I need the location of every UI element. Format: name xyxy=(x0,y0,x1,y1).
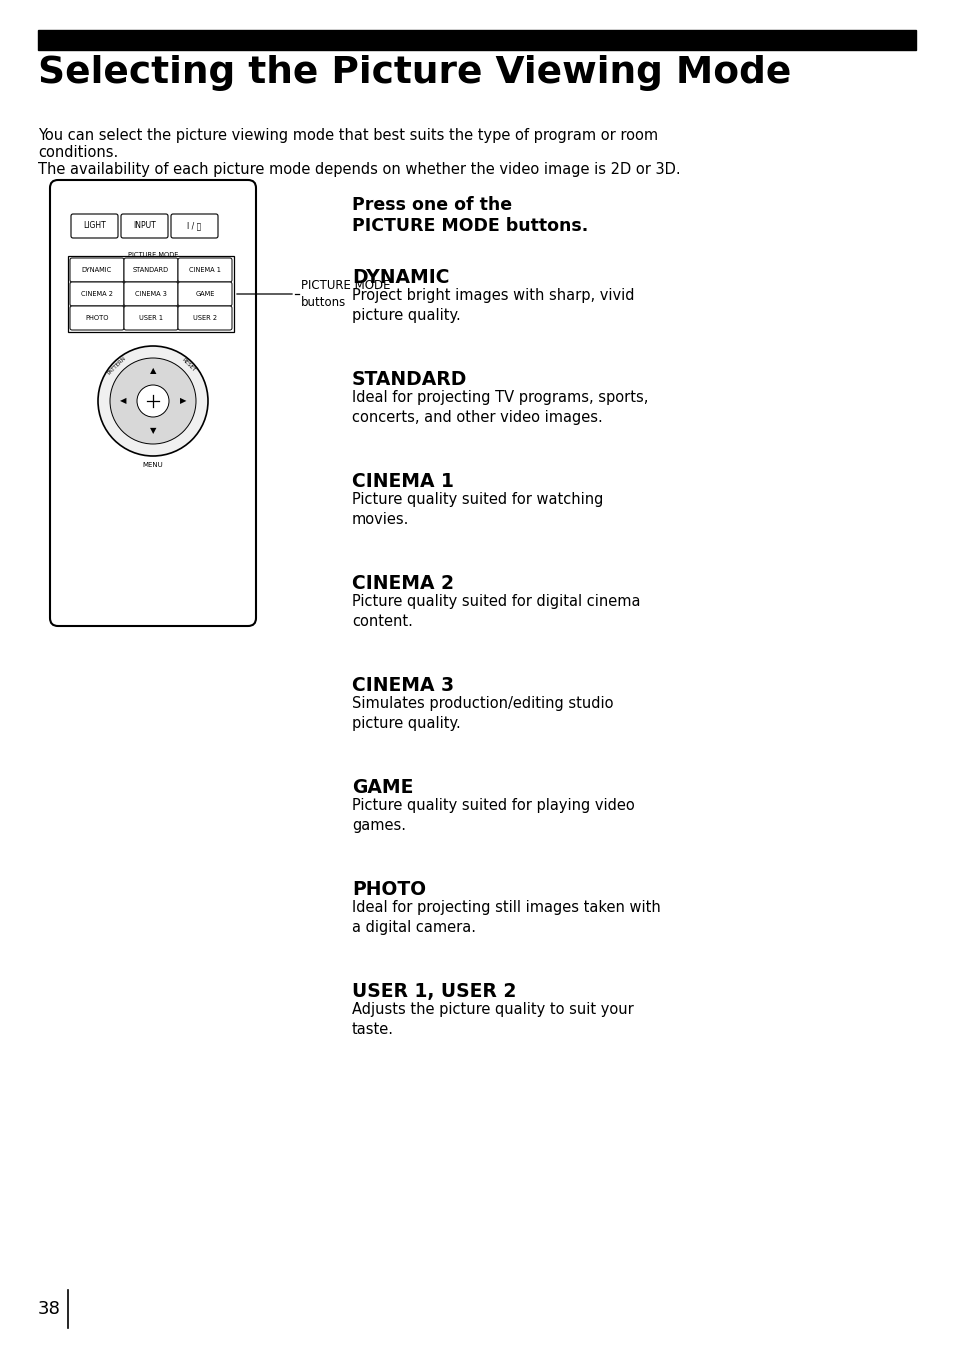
FancyBboxPatch shape xyxy=(124,283,178,306)
FancyBboxPatch shape xyxy=(178,283,232,306)
FancyBboxPatch shape xyxy=(70,258,124,283)
Text: USER 1: USER 1 xyxy=(139,315,163,320)
Text: ▼: ▼ xyxy=(150,426,156,435)
Text: GAME: GAME xyxy=(195,291,214,297)
FancyBboxPatch shape xyxy=(178,258,232,283)
Text: Picture quality suited for digital cinema
content.: Picture quality suited for digital cinem… xyxy=(352,594,639,630)
Text: PICTURE MODE: PICTURE MODE xyxy=(301,279,390,292)
Text: conditions.: conditions. xyxy=(38,145,118,160)
Text: INPUT: INPUT xyxy=(133,222,155,230)
FancyBboxPatch shape xyxy=(71,214,118,238)
Circle shape xyxy=(110,358,195,443)
Text: Project bright images with sharp, vivid
picture quality.: Project bright images with sharp, vivid … xyxy=(352,288,634,323)
Text: CINEMA 2: CINEMA 2 xyxy=(81,291,112,297)
Text: PICTURE MODE buttons.: PICTURE MODE buttons. xyxy=(352,218,588,235)
Text: buttons: buttons xyxy=(301,296,346,310)
Text: ▶: ▶ xyxy=(179,396,186,406)
Text: PHOTO: PHOTO xyxy=(352,880,426,899)
Text: DYNAMIC: DYNAMIC xyxy=(82,266,112,273)
Text: Simulates production/editing studio
picture quality.: Simulates production/editing studio pict… xyxy=(352,696,613,731)
Text: Ideal for projecting still images taken with
a digital camera.: Ideal for projecting still images taken … xyxy=(352,900,660,936)
Text: You can select the picture viewing mode that best suits the type of program or r: You can select the picture viewing mode … xyxy=(38,128,658,143)
Bar xyxy=(38,30,915,50)
Text: Selecting the Picture Viewing Mode: Selecting the Picture Viewing Mode xyxy=(38,55,791,91)
Text: STANDARD: STANDARD xyxy=(132,266,169,273)
FancyBboxPatch shape xyxy=(124,306,178,330)
Text: Picture quality suited for watching
movies.: Picture quality suited for watching movi… xyxy=(352,492,602,527)
Bar xyxy=(68,256,233,333)
FancyBboxPatch shape xyxy=(171,214,218,238)
Circle shape xyxy=(137,385,169,416)
Text: PATTERN: PATTERN xyxy=(107,354,127,376)
Text: RESET: RESET xyxy=(181,357,196,373)
Text: STANDARD: STANDARD xyxy=(352,370,467,389)
Text: GAME: GAME xyxy=(352,777,413,796)
Text: 38: 38 xyxy=(38,1301,61,1318)
FancyBboxPatch shape xyxy=(121,214,168,238)
Text: Adjusts the picture quality to suit your
taste.: Adjusts the picture quality to suit your… xyxy=(352,1002,633,1037)
Text: ▲: ▲ xyxy=(150,366,156,376)
FancyBboxPatch shape xyxy=(70,283,124,306)
Text: MENU: MENU xyxy=(143,462,163,468)
Text: I / ⏻: I / ⏻ xyxy=(187,222,201,230)
Text: CINEMA 3: CINEMA 3 xyxy=(135,291,167,297)
Text: PHOTO: PHOTO xyxy=(85,315,109,320)
Text: DYNAMIC: DYNAMIC xyxy=(352,268,449,287)
Text: USER 2: USER 2 xyxy=(193,315,217,320)
Text: PICTURE MODE: PICTURE MODE xyxy=(128,251,178,258)
FancyBboxPatch shape xyxy=(50,180,255,626)
FancyBboxPatch shape xyxy=(70,306,124,330)
Text: USER 1, USER 2: USER 1, USER 2 xyxy=(352,982,516,1000)
Text: LIGHT: LIGHT xyxy=(83,222,106,230)
Text: CINEMA 3: CINEMA 3 xyxy=(352,676,454,695)
FancyBboxPatch shape xyxy=(124,258,178,283)
Text: The availability of each picture mode depends on whether the video image is 2D o: The availability of each picture mode de… xyxy=(38,162,679,177)
Text: CINEMA 2: CINEMA 2 xyxy=(352,575,454,594)
Text: ◀: ◀ xyxy=(120,396,126,406)
Circle shape xyxy=(98,346,208,456)
Text: Picture quality suited for playing video
games.: Picture quality suited for playing video… xyxy=(352,798,634,833)
Text: Ideal for projecting TV programs, sports,
concerts, and other video images.: Ideal for projecting TV programs, sports… xyxy=(352,389,648,426)
Text: CINEMA 1: CINEMA 1 xyxy=(189,266,221,273)
Text: CINEMA 1: CINEMA 1 xyxy=(352,472,454,491)
Text: Press one of the: Press one of the xyxy=(352,196,512,214)
FancyBboxPatch shape xyxy=(178,306,232,330)
